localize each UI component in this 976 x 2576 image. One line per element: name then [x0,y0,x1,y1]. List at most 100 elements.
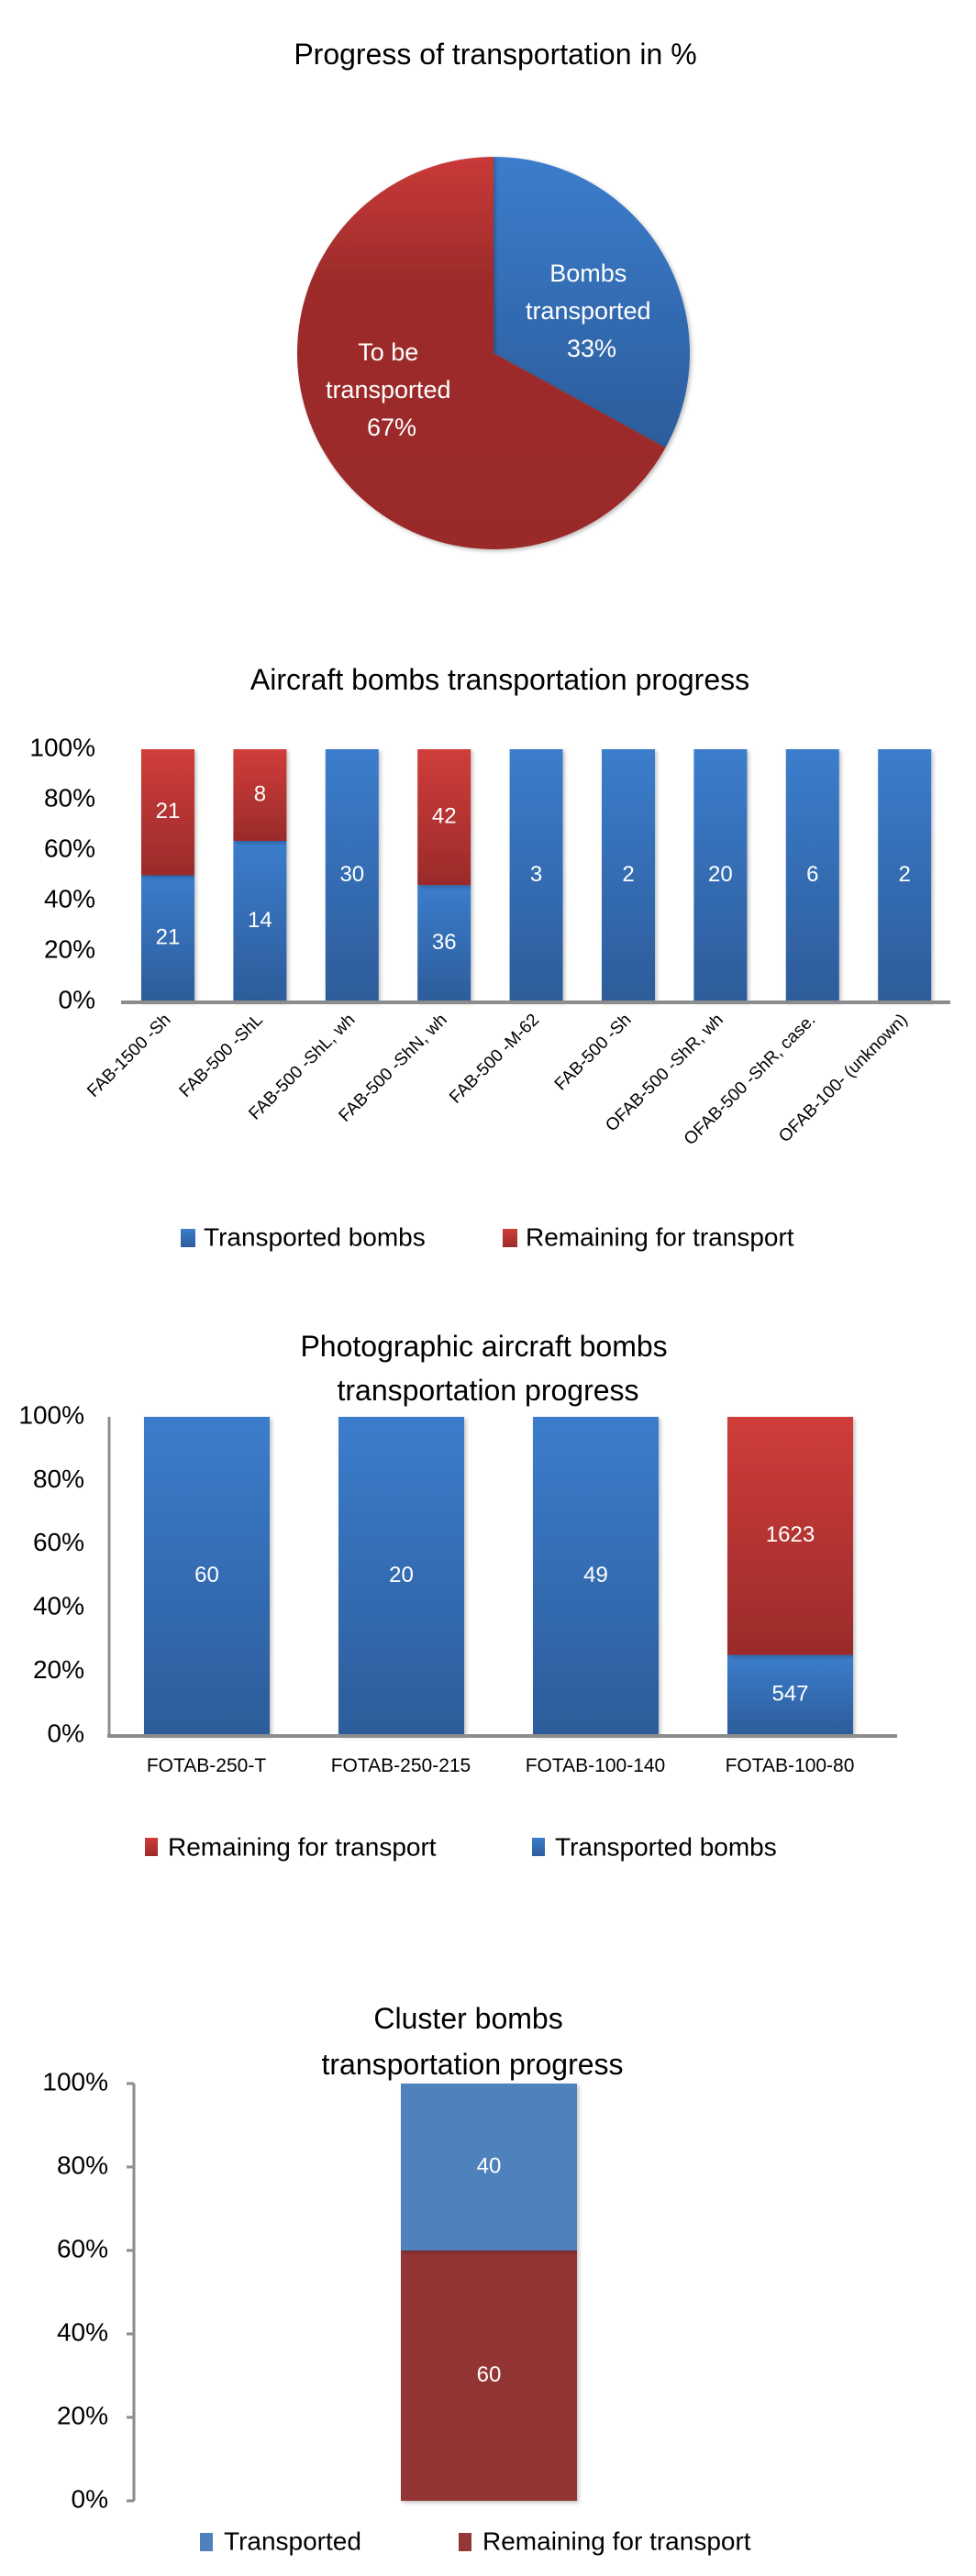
legend-swatch-transported [200,2533,213,2551]
bar-segment-transported [401,2084,577,2250]
y-tick-label: 80% [44,783,95,812]
data-label: 60 [194,1563,219,1587]
legend-label-transported: Transported bombs [204,1222,426,1251]
bar-segment-transported-bombs [325,749,379,1001]
y-tick-label: 80% [57,2150,108,2179]
y-tick-label: 20% [44,934,95,963]
bar-segment-transported-bombs [602,749,655,1001]
data-label: 8 [254,781,266,806]
y-axis-ticks: 0% 20% 40% 60% 80% 100% [42,2067,134,2513]
x-tick-label: FOTAB-250-215 [331,1755,471,1776]
y-tick-label: 100% [29,733,95,761]
legend-label-remaining: Remaining for transport [168,1832,437,1861]
bar-segment-transported-bombs [785,749,839,1001]
data-label: 6 [806,862,818,887]
bar-segment-remaining-for-transport [141,749,194,876]
legend-swatch-remaining [459,2533,471,2551]
data-label: 21 [156,925,181,950]
y-tick-label: 40% [57,2317,108,2346]
x-tick-label: FOTAB-100-140 [526,1755,666,1776]
y-tick-label: 100% [18,1400,84,1429]
data-label: 42 [432,803,457,828]
data-label: 21 [156,799,181,824]
bar-segment-transported-bombs [693,749,748,1001]
bar-segment-transported-bombs [417,885,471,1001]
data-label: 2 [899,862,911,887]
bar-segment-remaining-for-transport [401,2250,577,2501]
data-label: 547 [771,1682,808,1707]
pie-slices [296,157,690,549]
bar-segment-transported-bombs [509,749,563,1001]
pie-chart-title: Progress of transportation in % [294,38,696,71]
bar-segment-remaining-for-transport [727,1417,853,1655]
x-tick-label: FAB-500 -ShL [176,1011,267,1101]
data-label: 30 [339,862,364,887]
data-label: 20 [389,1563,414,1587]
pie-chart: Progress of transportation in % Bombs tr… [294,38,697,549]
y-tick-label: 100% [42,2067,108,2095]
x-tick-label: FAB-500 -Sh [551,1011,636,1095]
data-label: 49 [583,1563,608,1587]
legend: Transported Remaining for transport [200,2526,751,2555]
data-label: 36 [432,930,457,955]
legend-swatch-transported [181,1229,195,1247]
bars: 60 20 49 547 1623 [144,1417,853,1735]
bar-segment-transported-bombs [878,749,932,1001]
bar-segment-transported-bombs [727,1654,853,1735]
y-axis-ticks: 0% 20% 40% 60% 80% 100% [29,733,95,1013]
x-tick-label: FOTAB-250-T [147,1755,266,1776]
legend-label-remaining: Remaining for transport [482,2526,751,2555]
photographic-bombs-chart-title: Photographic aircraft bombs transportati… [300,1330,675,1407]
bar-segment-transported-bombs [141,875,194,1001]
y-tick-label: 60% [33,1528,84,1556]
bars: 21 21 14 8 30 36 42 3 2 20 6 2 [141,749,932,1001]
pie-slice-transported [494,157,690,448]
x-axis-ticks: FOTAB-250-T FOTAB-250-215 FOTAB-100-140 FOT… [147,1755,855,1776]
y-axis-ticks: 0% 20% 40% 60% 80% 100% [18,1400,84,1747]
y-tick-label: 60% [44,834,95,862]
bar-segment-remaining-for-transport [417,749,471,886]
pie-label-remaining: To be transported 67% [326,338,458,441]
y-tick-label: 20% [57,2401,108,2429]
data-label: 1623 [766,1522,815,1547]
bar-segment-transported-bombs [533,1417,659,1735]
data-label: 14 [248,908,272,933]
aircraft-bombs-chart-title: Aircraft bombs transportation progress [250,663,749,696]
legend-swatch-remaining [503,1229,517,1247]
y-tick-label: 20% [33,1655,84,1684]
data-label: 3 [530,862,542,887]
y-tick-label: 80% [33,1465,84,1493]
y-tick-label: 0% [48,1719,84,1747]
data-label: 20 [708,862,733,887]
legend-label-transported: Transported bombs [555,1832,777,1861]
legend-label-transported: Transported [224,2526,361,2555]
y-tick-label: 40% [44,884,95,912]
data-label: 60 [477,2362,502,2387]
legend-swatch-transported [532,1838,545,1856]
data-label: 2 [622,862,634,887]
x-tick-label: FOTAB-100-80 [726,1755,855,1776]
bar-segment-remaining-for-transport [233,749,287,841]
pie-label-transported: Bombs transported 33% [526,260,658,362]
bars: 60 40 [401,2084,577,2501]
cluster-bombs-chart-title: Cluster bombs transportation progress [321,2002,623,2081]
x-tick-label: FAB-500 -M-62 [446,1011,543,1108]
legend: Transported bombs Remaining for transpor… [181,1222,794,1251]
y-tick-label: 40% [33,1592,84,1620]
x-tick-label: FAB-1500 -Sh [83,1011,174,1101]
legend-label-remaining: Remaining for transport [526,1222,794,1251]
y-tick-label: 0% [72,2484,108,2513]
bar-segment-transported-bombs [144,1417,270,1735]
pie-slice-remaining [296,157,666,549]
bar-segment-transported-bombs [233,841,287,1001]
aircraft-bombs-chart: Aircraft bombs transportation progress 0… [29,663,950,1251]
photographic-bombs-chart: Photographic aircraft bombs transportati… [18,1330,897,1861]
y-tick-label: 0% [59,985,95,1013]
cluster-bombs-chart: Cluster bombs transportation progress 0%… [42,2002,750,2555]
legend: Remaining for transport Transported bomb… [145,1832,777,1861]
bar-segment-transported-bombs [338,1417,464,1735]
legend-swatch-remaining [145,1838,158,1856]
data-label: 40 [477,2153,502,2178]
